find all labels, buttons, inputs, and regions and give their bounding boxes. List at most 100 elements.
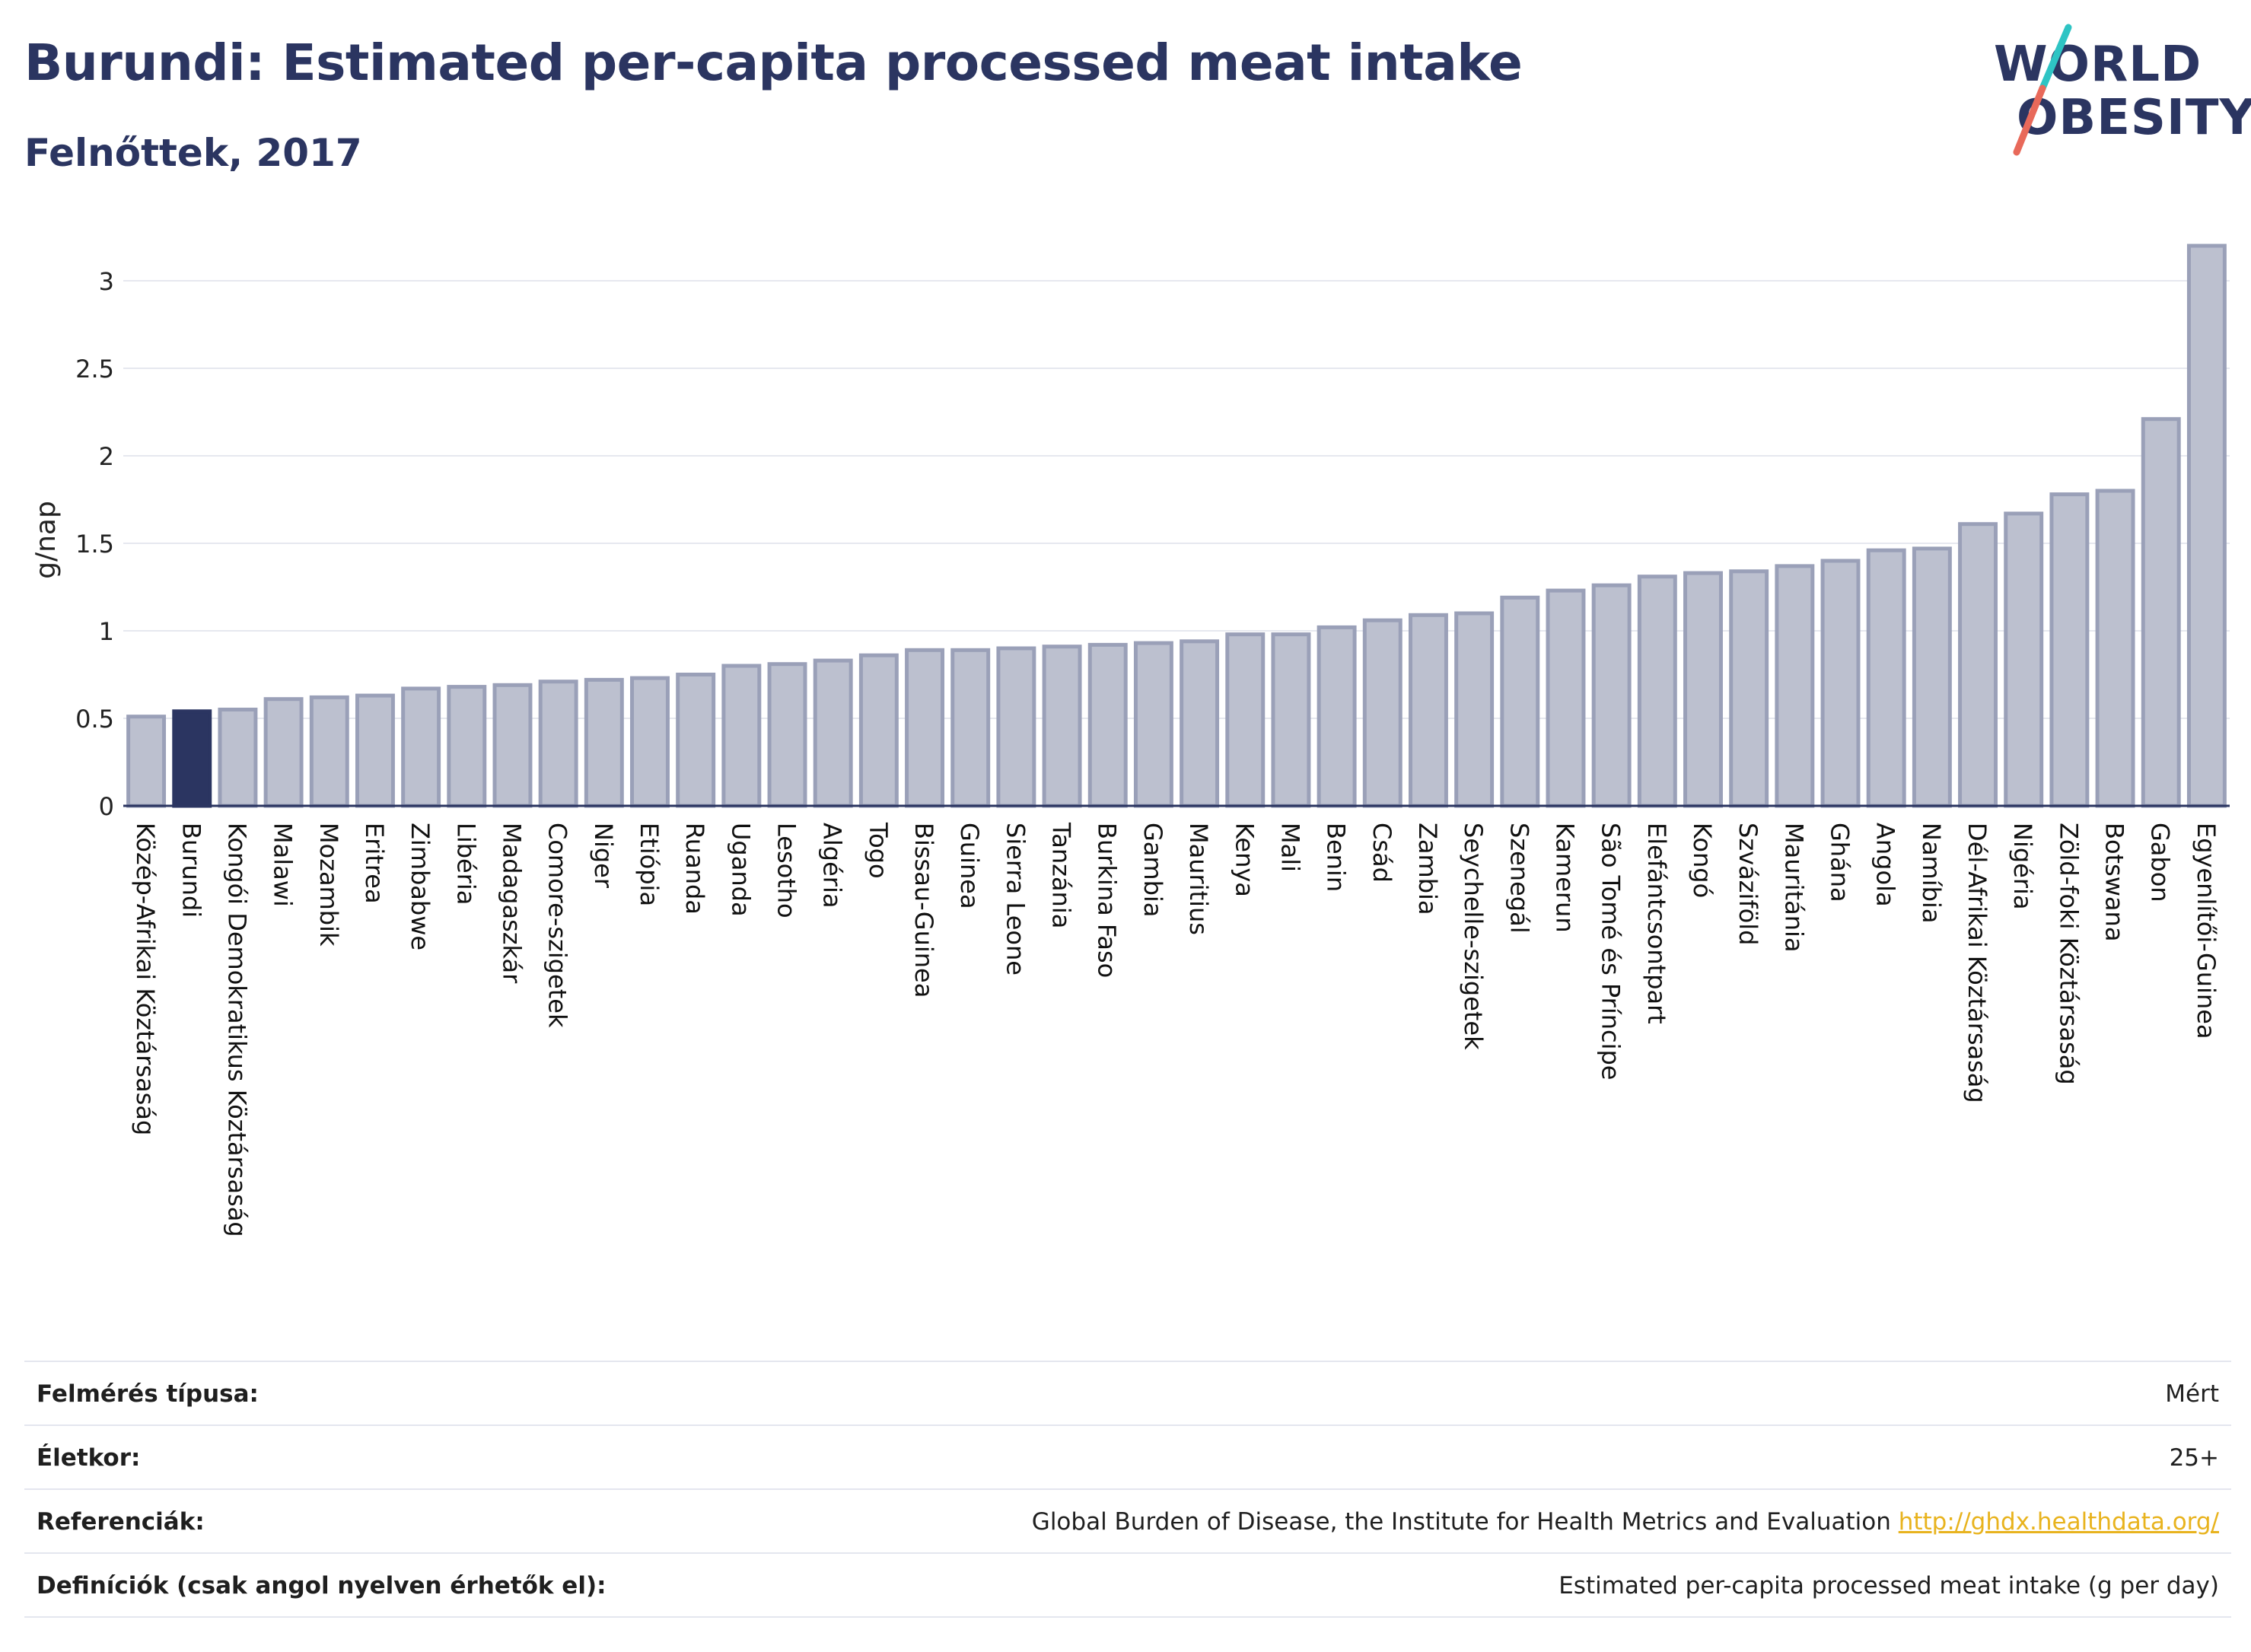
info-row-references: Referenciák: Global Burden of Disease, t… <box>24 1488 2231 1552</box>
info-value: Estimated per-capita processed meat inta… <box>1559 1572 2219 1599</box>
x-tick-label: Etiópia <box>635 823 664 906</box>
x-tick-label: Madagaszkár <box>497 823 526 984</box>
x-tick-label: Gabon <box>2146 823 2175 902</box>
bar <box>1087 642 1128 808</box>
x-tick-label: Sierra Leone <box>1001 823 1030 976</box>
bar-chart: 0 0.5 1 1.5 2 2.5 3 g/nap Közép-Afrikai Köztársa… <box>30 244 2230 1237</box>
x-tick-label: Kenya <box>1230 823 1259 897</box>
logo-line-2: OBESITY <box>2017 90 2251 146</box>
bar <box>905 648 945 808</box>
x-tick-label: Malawi <box>269 823 298 907</box>
info-value: Mért <box>2165 1380 2219 1408</box>
bar <box>630 676 670 808</box>
world-obesity-logo[interactable]: WORLD OBESITY <box>1979 21 2251 166</box>
x-tick-label: Mauritius <box>1184 823 1213 935</box>
info-label: Definíciók (csak angol nyelven érhetők e… <box>37 1572 607 1599</box>
bar <box>813 658 853 808</box>
y-tick-label: 3 <box>99 267 114 296</box>
x-tick-label: Namíbia <box>1917 823 1946 923</box>
info-value: Global Burden of Disease, the Institute … <box>1032 1508 2219 1536</box>
bar <box>1775 564 1815 808</box>
x-tick-label: Közép-Afrikai Köztársaság <box>131 823 160 1135</box>
x-tick-label: Zimbabwe <box>406 823 435 950</box>
bar <box>2049 492 2090 808</box>
bar <box>447 685 487 808</box>
bar <box>1729 569 1769 808</box>
bar <box>858 653 899 808</box>
bar <box>1820 559 1861 808</box>
bar <box>1637 575 1677 808</box>
y-tick-label: 1.5 <box>75 530 114 559</box>
info-label: Életkor: <box>37 1444 141 1472</box>
info-row-definitions: Definíciók (csak angol nyelven érhetők e… <box>24 1552 2231 1618</box>
bar <box>218 708 258 808</box>
x-tick-label: Zambia <box>1413 823 1442 915</box>
x-tick-label: Kongó <box>1688 823 1717 898</box>
bar <box>1958 522 1998 808</box>
y-tick-label: 0.5 <box>75 705 114 734</box>
bar <box>676 673 716 808</box>
bar <box>126 715 167 808</box>
x-tick-label: Dél-Afrikai Köztársaság <box>1963 823 1992 1103</box>
bar <box>996 646 1036 808</box>
reference-text: Global Burden of Disease, the Institute … <box>1031 1508 1891 1536</box>
bar <box>1591 583 1632 808</box>
x-tick-label: Ghána <box>1826 823 1855 902</box>
x-tick-label: Zöld-foki Köztársaság <box>2054 823 2083 1085</box>
reference-link[interactable]: http://ghdx.healthdata.org/ <box>1898 1508 2219 1536</box>
x-tick-label: Szenegál <box>1504 823 1533 934</box>
bar <box>538 680 578 808</box>
bar <box>1042 645 1082 808</box>
bar <box>1866 548 1906 808</box>
bar <box>309 695 349 808</box>
y-axis-label: g/nap <box>30 501 62 579</box>
x-tick-label: Burkina Faso <box>1093 823 1122 978</box>
x-tick-label: Egyenlítői-Guinea <box>2192 823 2221 1039</box>
y-tick-label: 2.5 <box>75 355 114 384</box>
x-tick-label: Eritrea <box>360 823 389 904</box>
x-tick-label: Tanzánia <box>1047 822 1076 928</box>
x-tick-label: Ruanda <box>680 823 709 915</box>
bar <box>2004 511 2044 808</box>
info-label: Felmérés típusa: <box>37 1380 259 1408</box>
bar <box>1546 588 1586 808</box>
bar <box>1408 613 1448 808</box>
info-row-age: Életkor: 25+ <box>24 1424 2231 1488</box>
bar <box>1362 618 1402 808</box>
bar <box>1180 639 1220 808</box>
bar <box>1317 625 1357 808</box>
bar <box>767 662 807 808</box>
x-tick-label: Nigéria <box>2008 823 2037 909</box>
bar <box>721 664 762 808</box>
bar <box>1271 632 1311 808</box>
x-tick-label: Mauritánia <box>1779 823 1808 952</box>
info-value: 25+ <box>2169 1444 2219 1472</box>
info-label: Referenciák: <box>37 1508 205 1536</box>
x-tick-label: Seychelle-szigetek <box>1459 823 1488 1050</box>
info-table: Felmérés típusa: Mért Életkor: 25+ Refer… <box>24 1361 2231 1618</box>
x-tick-label: Burundi <box>177 823 205 918</box>
chart-title: Burundi: Estimated per-capita processed … <box>24 33 1523 92</box>
x-tick-label: Togo <box>864 822 893 879</box>
x-tick-label: Lesotho <box>772 823 801 918</box>
bar <box>492 683 533 808</box>
x-tick-label: Benin <box>1322 823 1351 892</box>
x-tick-label: São Tomé és Príncipe <box>1597 823 1625 1080</box>
x-tick-label: Szváziföld <box>1734 823 1762 945</box>
bar <box>355 693 395 808</box>
x-tick-label: Angola <box>1871 823 1900 907</box>
x-tick-label: Mali <box>1275 823 1304 872</box>
x-tick-label: Gambia <box>1138 823 1167 917</box>
bar <box>1683 571 1723 808</box>
x-tick-label: Algéria <box>818 823 847 908</box>
bar <box>2186 244 2227 808</box>
bar <box>1133 641 1173 808</box>
bar <box>1500 595 1540 808</box>
logo-line-1: WORLD <box>1994 37 2202 93</box>
bar <box>1225 632 1266 808</box>
x-tick-label: Elefántcsontpart <box>1642 823 1671 1024</box>
info-row-survey-type: Felmérés típusa: Mért <box>24 1361 2231 1424</box>
y-tick-label: 2 <box>99 442 114 471</box>
bar <box>1912 546 1952 808</box>
bar <box>2095 489 2135 808</box>
